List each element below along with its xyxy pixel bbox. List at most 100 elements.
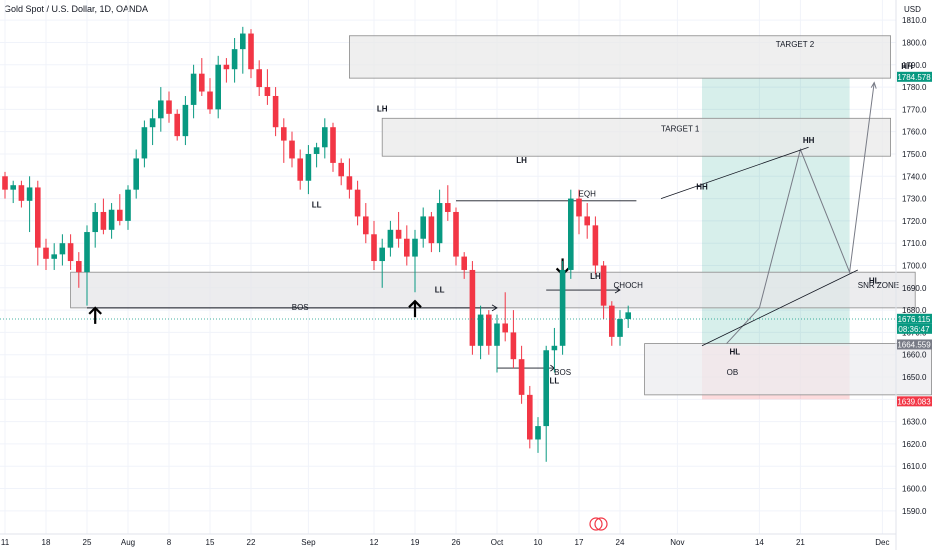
- candle: [125, 185, 131, 230]
- candle: [346, 158, 353, 199]
- label-ll: LL: [312, 201, 322, 210]
- candle: [568, 189, 574, 279]
- snr-zone-label: SNR ZONE: [858, 281, 899, 290]
- candle-body: [199, 73, 205, 92]
- candle: [26, 176, 33, 233]
- projection-arrowhead: [870, 81, 877, 89]
- label-hh: HH: [803, 136, 815, 145]
- x-tick-label: 21: [796, 538, 805, 547]
- candle: [43, 238, 49, 270]
- currency-label: USD: [904, 5, 921, 14]
- candle-body: [59, 243, 66, 255]
- candle-body: [387, 229, 394, 248]
- candle: [18, 180, 25, 208]
- y-tick-label: 1630.0: [902, 418, 927, 427]
- candle-body: [264, 87, 271, 96]
- candle-body: [346, 176, 353, 190]
- candle-body: [67, 243, 74, 262]
- candle-body: [338, 162, 344, 177]
- candle-body: [600, 265, 607, 306]
- candle-body: [609, 305, 615, 337]
- trendline-upper: [660, 146, 809, 199]
- candle-body: [404, 238, 410, 257]
- x-tick-label: 11: [1, 538, 10, 547]
- candle: [428, 211, 435, 253]
- y-tick-label: 1800.0: [902, 38, 927, 47]
- projection-path: [726, 82, 875, 344]
- label-lh: LH: [516, 156, 527, 165]
- candle: [412, 229, 418, 293]
- candle: [551, 327, 558, 373]
- x-tick-label: 24: [616, 538, 625, 547]
- bos-arrowhead: [491, 304, 498, 312]
- target-2-label: TARGET 2: [776, 40, 815, 49]
- candle: [149, 109, 156, 146]
- candle-body: [592, 225, 599, 266]
- candle-body: [527, 394, 533, 440]
- y-tick-label: 1590.0: [902, 507, 927, 516]
- candle: [305, 145, 312, 195]
- choch-arrowhead: [614, 286, 621, 294]
- y-tick-label: 1740.0: [902, 172, 927, 181]
- candle-body: [215, 64, 221, 110]
- candle: [559, 261, 566, 355]
- candle: [2, 171, 8, 199]
- y-tick-label: 1790.0: [902, 61, 927, 70]
- candle: [617, 310, 623, 346]
- y-tick-label: 1690.0: [902, 284, 927, 293]
- candle-body: [436, 203, 443, 244]
- candle: [174, 109, 180, 141]
- candle: [518, 345, 525, 404]
- candle-body: [420, 216, 426, 239]
- candle: [76, 252, 82, 288]
- candle-body: [461, 256, 467, 270]
- candle-body: [231, 49, 238, 70]
- ob-zone: [644, 343, 932, 396]
- candle: [322, 118, 328, 159]
- candle: [510, 310, 517, 369]
- y-tick-label: 1760.0: [902, 128, 927, 137]
- candle: [502, 292, 508, 342]
- candle: [363, 203, 369, 244]
- y-tick-label: 1780.0: [902, 83, 927, 92]
- candle: [477, 305, 484, 360]
- candle: [231, 37, 238, 83]
- candle: [445, 185, 451, 221]
- candle-body: [35, 187, 41, 248]
- candle: [387, 220, 394, 257]
- candle: [100, 198, 107, 235]
- candle-body: [510, 332, 517, 360]
- target-2-zone: [348, 35, 892, 79]
- candle: [215, 55, 221, 119]
- y-tick-label: 1730.0: [902, 195, 927, 204]
- candle: [436, 189, 443, 253]
- candle-body: [412, 238, 418, 257]
- x-tick-label: 26: [452, 538, 461, 547]
- label-ll: LL: [550, 377, 560, 386]
- price-tag-bg: [897, 313, 932, 324]
- candle: [313, 142, 320, 168]
- candle: [338, 158, 344, 186]
- y-tick-label: 1750.0: [902, 150, 927, 159]
- label-eqh: EQH: [579, 189, 597, 198]
- candle-body: [256, 69, 262, 88]
- candle: [469, 261, 476, 355]
- candle-body: [486, 314, 492, 346]
- candle: [35, 180, 41, 266]
- label-bos: BOS: [292, 303, 309, 312]
- candle: [543, 345, 549, 462]
- candle: [600, 261, 607, 320]
- candle: [158, 87, 164, 132]
- candle-body: [551, 345, 558, 351]
- candle-body: [26, 187, 33, 201]
- price-tag-text: 1664.559: [897, 340, 931, 349]
- candle: [371, 220, 377, 270]
- y-tick-label: 1620.0: [902, 440, 927, 449]
- candle: [108, 203, 115, 239]
- y-tick-label: 1650.0: [902, 373, 927, 382]
- candle-body: [223, 64, 230, 70]
- x-tick-label: Sep: [301, 538, 316, 547]
